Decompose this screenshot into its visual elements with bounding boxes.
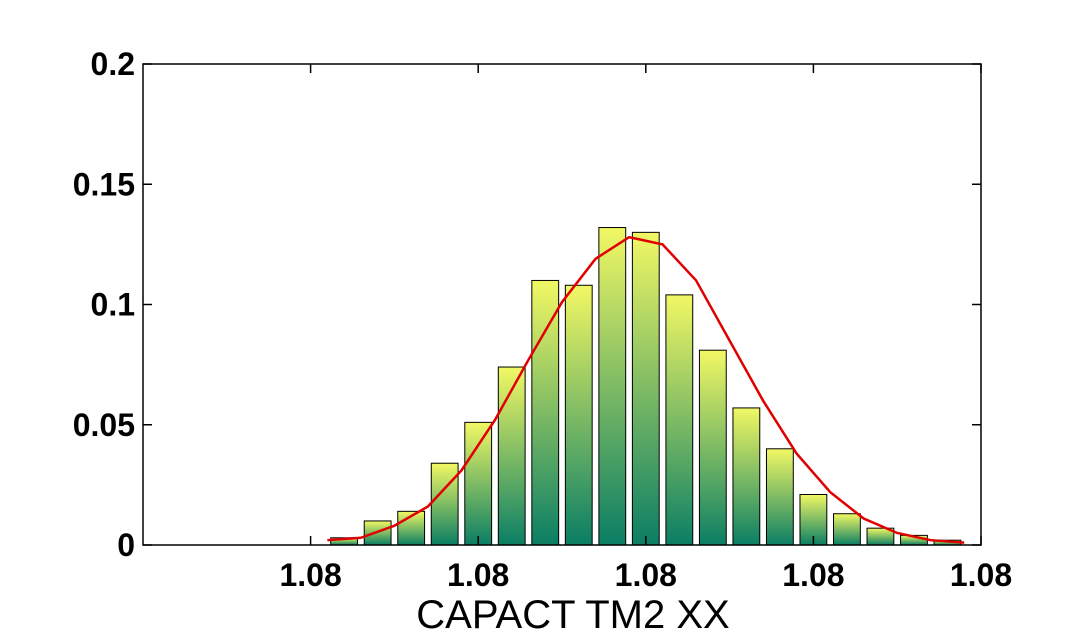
- y-tick-label: 0.15: [73, 166, 135, 202]
- histogram-bar: [665, 294, 694, 546]
- y-tick-label: 0.1: [91, 287, 135, 323]
- histogram-bar: [698, 349, 727, 546]
- histogram-bar: [598, 227, 627, 546]
- histogram-bar: [497, 366, 526, 546]
- histogram-bar: [732, 407, 761, 546]
- fit-curve: [327, 235, 965, 544]
- histogram-bar: [765, 448, 794, 546]
- y-tick-label: 0: [117, 527, 135, 563]
- y-tick-label: 0.05: [73, 407, 135, 443]
- x-tick-label: 1.08: [615, 557, 677, 593]
- histogram-bar: [631, 231, 660, 546]
- histogram-bar: [833, 513, 861, 546]
- fit-layer: [327, 235, 965, 544]
- histogram-bar: [531, 279, 560, 546]
- y-tick-label: 0.2: [91, 46, 135, 82]
- histogram-bar: [430, 462, 459, 546]
- axes-layer: 0 0.05 0.1 0.15 0.2 1.08 1.08 1.08 1.08 1.08: [73, 46, 1012, 593]
- x-axis-label: CAPACT TM2 XX: [416, 593, 729, 637]
- x-tick-label: 1.08: [782, 557, 844, 593]
- labels-layer: CAPACT TM2 XX: [416, 593, 729, 637]
- x-tick-label: 1.08: [279, 557, 341, 593]
- histogram-bar: [464, 421, 493, 546]
- x-tick-label: 1.08: [447, 557, 509, 593]
- histogram-bar: [564, 284, 593, 546]
- x-tick-label: 1.08: [950, 557, 1012, 593]
